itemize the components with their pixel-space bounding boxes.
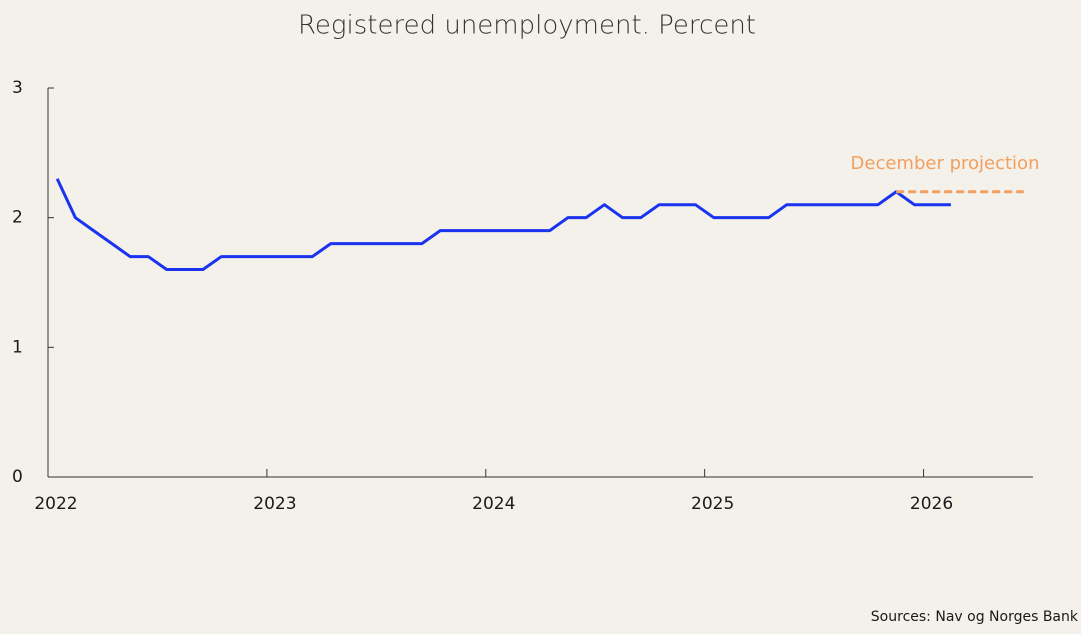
y-tick-label: 2 <box>12 208 23 228</box>
source: Sources: Nav og Norges Bank <box>871 609 1079 625</box>
data-line <box>55 178 951 272</box>
y-tick-label: 1 <box>12 337 23 357</box>
x-tick-label: 2024 <box>472 494 515 514</box>
x-tick-label: 2025 <box>691 494 734 514</box>
y-tick-label: 0 <box>12 467 23 487</box>
x-tick-label: 2026 <box>910 494 953 514</box>
x-tick-label: 2023 <box>253 494 296 514</box>
chart-title: Registered unemployment. Percent <box>298 11 756 41</box>
annotation: December projection <box>851 153 1040 174</box>
x-tick-label: 2022 <box>34 494 77 514</box>
y-tick-label: 3 <box>12 78 23 98</box>
